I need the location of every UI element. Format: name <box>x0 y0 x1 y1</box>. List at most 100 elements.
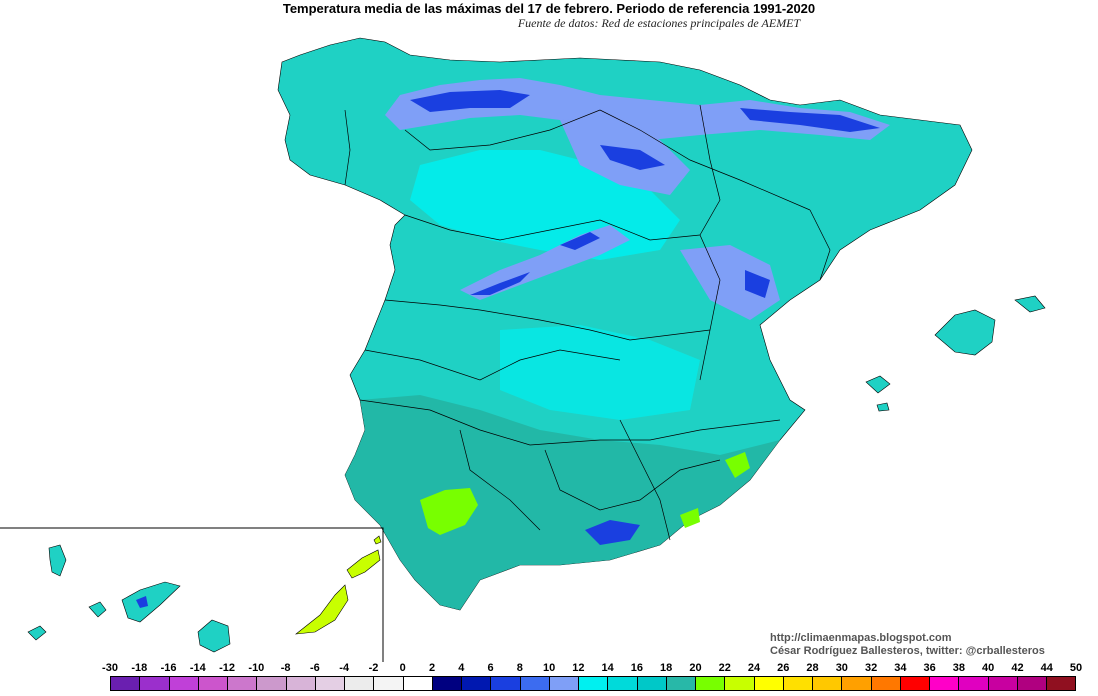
mallorca <box>934 309 996 356</box>
legend-tick-label: 2 <box>428 662 436 674</box>
sierra-nevada <box>585 520 640 545</box>
border-line <box>544 449 721 511</box>
cantabrian-peaks <box>410 90 880 132</box>
legend-color-swatch <box>315 677 345 690</box>
iberian-peaks <box>600 145 770 298</box>
legend-tick-label: 28 <box>806 662 819 674</box>
legend-color-swatch <box>783 677 813 690</box>
legend-color-swatch <box>374 677 404 690</box>
iberian-system <box>560 115 780 320</box>
menorca <box>1014 295 1046 313</box>
legend-tick-label: 12 <box>572 662 585 674</box>
legend-ticks: -30 -18 -16 -14 -12 -10 -8 -6 -4 -2 0 2 4 6 8 10 12 14 16 1… <box>0 662 1098 676</box>
map-title: Temperatura media de las máximas del 17 … <box>282 1 816 16</box>
el-hierro <box>27 625 47 641</box>
border-line <box>404 214 701 241</box>
murcia-warm <box>680 452 750 528</box>
legend-color-swatch <box>988 677 1018 690</box>
legend-color-bar <box>110 676 1076 691</box>
border-line <box>809 209 831 281</box>
legend-tick-label: 38 <box>952 662 966 674</box>
region-borders <box>344 104 831 541</box>
legend-color-swatch <box>637 677 667 690</box>
warm-south-band <box>345 395 780 610</box>
legend-color-swatch <box>842 677 872 690</box>
legend-tick-label: -30 <box>102 662 118 674</box>
legend-color-swatch <box>725 677 755 690</box>
legend-tick-label: 4 <box>458 662 465 674</box>
legend-color-swatch <box>754 677 784 690</box>
blog-credit: http://climaenmapas.blogspot.com <box>770 632 952 644</box>
legend-color-swatch <box>813 677 843 690</box>
legend-tick-label: 50 <box>1069 662 1083 674</box>
legend-color-swatch <box>345 677 375 690</box>
legend-tick-label: -4 <box>339 662 350 674</box>
legend-tick-label: 18 <box>660 662 673 674</box>
border-line <box>404 109 601 151</box>
legend-tick-label: -2 <box>368 662 379 674</box>
legend-tick-label: 30 <box>835 662 848 674</box>
central-system-peaks <box>470 232 600 295</box>
border-line <box>619 419 671 541</box>
legend-color-swatch <box>696 677 726 690</box>
legend-color-swatch <box>228 677 258 690</box>
tenerife <box>121 581 181 623</box>
balearic-islands <box>865 295 1046 412</box>
la-palma <box>48 544 67 577</box>
legend-tick-label: 16 <box>630 662 644 674</box>
legend-tick-label: 40 <box>982 662 995 674</box>
legend-color-swatch <box>900 677 930 690</box>
legend-color-swatch <box>432 677 462 690</box>
border-line <box>359 399 781 446</box>
legend-tick-label: 42 <box>1011 662 1024 674</box>
canary-inset <box>0 527 384 662</box>
author-credit: César Rodríguez Ballesteros, twitter: @c… <box>770 645 1045 657</box>
map-subtitle: Fuente de datos: Red de estaciones princ… <box>517 16 801 30</box>
legend-tick-label: -16 <box>160 662 177 674</box>
legend-tick-label: 0 <box>399 662 406 674</box>
legend-tick-label: -8 <box>280 662 291 674</box>
border-line <box>364 349 621 381</box>
inset-frame <box>0 527 384 662</box>
legend-tick-label: 20 <box>689 662 702 674</box>
ibiza <box>865 375 891 394</box>
legend-tick-label: 26 <box>777 662 790 674</box>
border-line <box>459 429 541 531</box>
legend-color-swatch <box>1047 677 1076 690</box>
fuerteventura <box>295 584 349 635</box>
legend-tick-label: 6 <box>487 662 494 674</box>
tenerife-teide <box>136 596 148 608</box>
lanzarote <box>346 549 381 579</box>
legend-tick-label: 10 <box>542 662 556 674</box>
border-line <box>344 109 351 186</box>
legend-color-swatch <box>198 677 228 690</box>
legend-tick-label: 24 <box>747 662 761 674</box>
legend-color-swatch <box>111 677 141 690</box>
legend-color-swatch <box>959 677 989 690</box>
legend-tick-label: 8 <box>516 662 523 674</box>
legend-color-swatch <box>871 677 901 690</box>
legend-tick-label: 22 <box>718 662 731 674</box>
legend-color-swatch <box>462 677 492 690</box>
gran-canaria <box>197 619 231 653</box>
credit-block: http://climaenmapas.blogspot.com César R… <box>770 632 1045 658</box>
peninsula <box>277 37 973 611</box>
legend-tick-label: -10 <box>248 662 265 674</box>
legend-tick-label: 36 <box>923 662 936 674</box>
legend-tick-label: 32 <box>864 662 878 674</box>
legend-color-swatch <box>1017 677 1047 690</box>
legend-tick-label: -18 <box>131 662 148 674</box>
la-graciosa <box>373 535 382 545</box>
legend-color-swatch <box>579 677 609 690</box>
la-mancha-cool <box>500 325 700 420</box>
legend-tick-label: 34 <box>894 662 907 674</box>
legend-color-swatch <box>666 677 696 690</box>
legend-color-swatch <box>257 677 287 690</box>
la-gomera <box>88 601 107 618</box>
legend-tick-label: -6 <box>310 662 320 674</box>
legend-tick-label: -12 <box>219 662 236 674</box>
formentera <box>876 402 890 412</box>
guadalquivir-warm <box>420 488 478 535</box>
legend-tick-label: 44 <box>1040 662 1053 674</box>
